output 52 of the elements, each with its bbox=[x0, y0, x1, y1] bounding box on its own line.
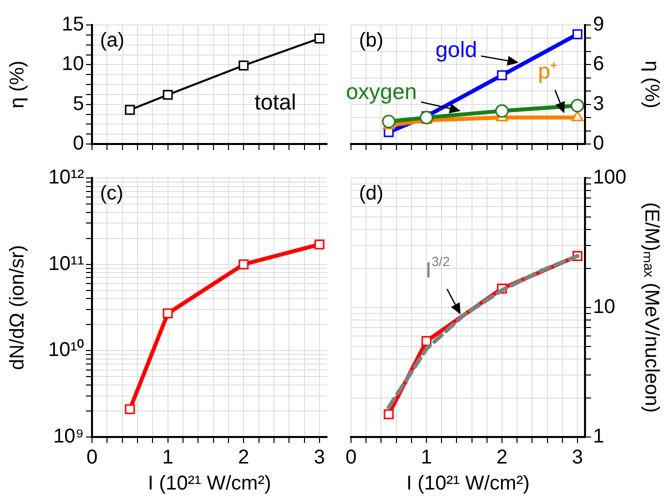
point bbox=[572, 110, 584, 122]
annotation: (b) bbox=[359, 30, 384, 52]
y-axis-title: η (%) bbox=[640, 60, 662, 108]
series-label: gold bbox=[436, 37, 478, 62]
y-tick-label: 15 bbox=[62, 14, 84, 36]
y-tick-label: 10 bbox=[593, 296, 616, 318]
annotation: (c) bbox=[100, 182, 124, 205]
x-tick-label: 1 bbox=[420, 446, 432, 469]
y-tick-label: 10¹⁰ bbox=[48, 338, 84, 362]
point bbox=[570, 98, 584, 112]
y-tick-label: 0 bbox=[593, 132, 604, 155]
y-tick-label: 0 bbox=[72, 132, 84, 155]
y-tick-label: 100 bbox=[593, 166, 626, 189]
point bbox=[314, 239, 324, 250]
y-tick-label: 9 bbox=[593, 14, 604, 36]
x-tick-label: 3 bbox=[572, 446, 584, 469]
annotation: (d) bbox=[359, 182, 384, 205]
point bbox=[162, 90, 173, 100]
y-tick-label: 3 bbox=[593, 92, 604, 115]
x-tick-label: 2 bbox=[238, 446, 250, 469]
y-axis-title: η (%) bbox=[6, 60, 29, 108]
point bbox=[238, 60, 249, 70]
y-tick-label: 5 bbox=[72, 92, 84, 115]
y-tick-label: 10¹¹ bbox=[48, 252, 84, 275]
y-tick-label: 1 bbox=[593, 426, 604, 448]
x-tick-label: 2 bbox=[496, 446, 508, 469]
x-axis-title: I (10²¹ W/cm²) bbox=[148, 472, 272, 495]
annotation: (a) bbox=[100, 30, 124, 52]
point bbox=[124, 104, 135, 115]
y-tick-label: 10 bbox=[62, 53, 84, 76]
x-axis-title: I (10²¹ W/cm²) bbox=[406, 472, 530, 495]
series-label: oxygen bbox=[346, 78, 417, 104]
y-axis-title: (E/M)ₘₐₓ (MeV/nucleon) bbox=[640, 202, 662, 413]
point bbox=[572, 29, 582, 40]
point bbox=[384, 409, 394, 420]
point bbox=[495, 104, 509, 118]
y-tick-label: 10⁹ bbox=[53, 426, 84, 448]
point bbox=[124, 404, 135, 414]
x-tick-label: 0 bbox=[345, 446, 357, 469]
x-tick-label: 1 bbox=[162, 446, 174, 469]
y-axis-title: dN/dΩ (ion/sr) bbox=[6, 245, 29, 370]
x-tick-label: 3 bbox=[314, 446, 325, 469]
point bbox=[314, 33, 324, 44]
y-tick-label: 10¹² bbox=[48, 166, 84, 189]
point bbox=[496, 70, 507, 80]
series-label: p⁺ bbox=[538, 58, 558, 84]
series-label: total bbox=[254, 90, 296, 115]
point bbox=[162, 308, 173, 318]
point bbox=[238, 259, 249, 270]
point bbox=[382, 114, 396, 128]
point bbox=[421, 336, 432, 346]
y-tick-label: 6 bbox=[593, 53, 604, 76]
